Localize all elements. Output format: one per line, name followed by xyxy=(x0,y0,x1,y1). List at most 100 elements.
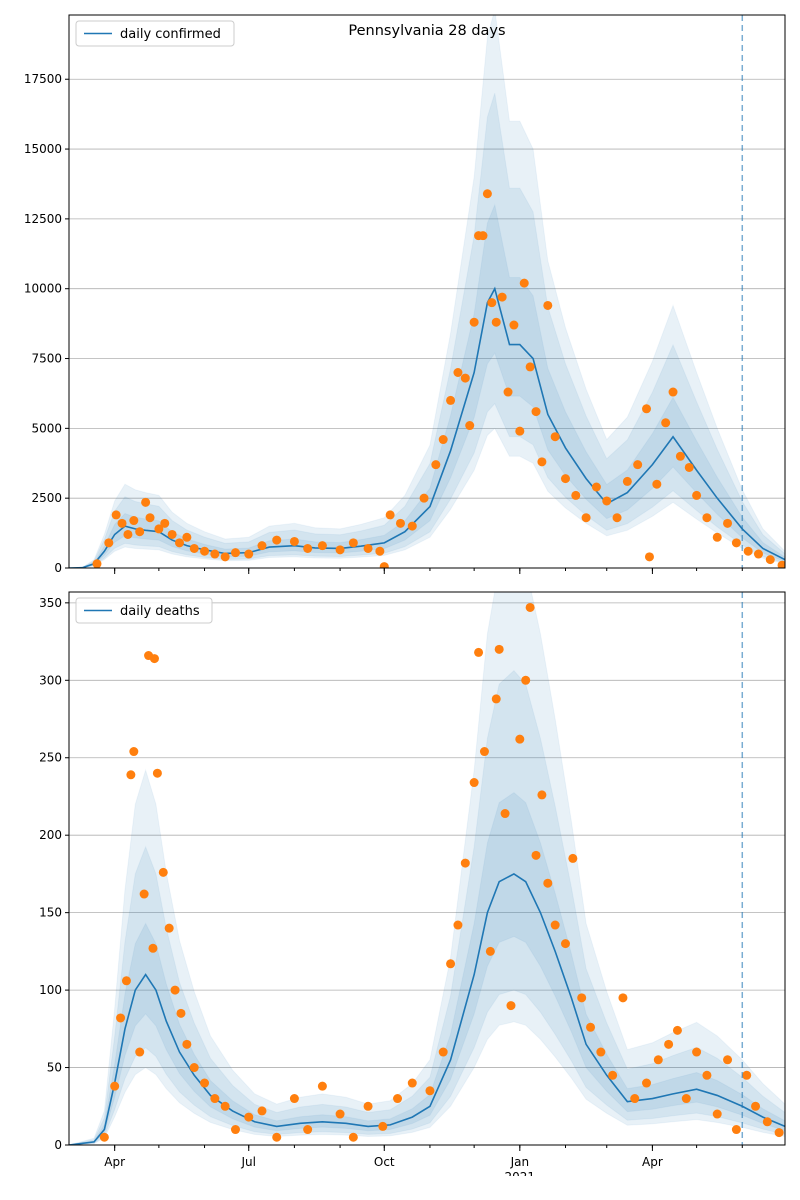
data-point-1-4 xyxy=(126,770,136,780)
data-point-1-57 xyxy=(586,1022,596,1032)
x-tick-label-1-2: Oct xyxy=(374,1155,395,1169)
data-point-0-40 xyxy=(469,317,479,327)
data-point-0-78 xyxy=(765,555,775,565)
data-point-0-52 xyxy=(531,407,541,417)
data-point-1-49 xyxy=(525,602,535,612)
data-point-0-24 xyxy=(317,541,327,551)
data-point-0-59 xyxy=(591,482,601,492)
data-point-0-43 xyxy=(482,189,492,199)
legend-1: daily deaths xyxy=(75,597,213,624)
data-point-1-31 xyxy=(378,1121,388,1131)
y-tick-label-0-6: 15000 xyxy=(24,142,62,156)
data-point-1-13 xyxy=(164,923,174,933)
data-point-1-59 xyxy=(608,1070,618,1080)
data-point-0-10 xyxy=(160,518,170,528)
y-tick-label-1-5: 250 xyxy=(39,751,62,765)
data-point-0-27 xyxy=(363,543,373,553)
data-point-1-42 xyxy=(485,946,495,956)
data-point-1-25 xyxy=(289,1094,299,1104)
y-tick-label-0-7: 17500 xyxy=(24,72,62,86)
data-point-0-48 xyxy=(509,320,519,330)
data-point-1-15 xyxy=(176,1008,186,1018)
y-tick-label-0-5: 12500 xyxy=(24,212,62,226)
data-point-0-73 xyxy=(712,532,722,542)
data-point-0-20 xyxy=(257,541,267,551)
data-point-0-35 xyxy=(438,435,448,445)
data-point-0-38 xyxy=(460,373,470,383)
data-point-0-67 xyxy=(661,418,671,428)
data-point-0-16 xyxy=(210,549,220,559)
data-point-0-25 xyxy=(335,545,345,555)
y-tick-label-0-4: 10000 xyxy=(24,282,62,296)
data-point-0-30 xyxy=(385,510,395,520)
data-point-1-39 xyxy=(469,778,479,788)
data-point-0-69 xyxy=(675,451,685,461)
data-point-1-36 xyxy=(446,959,456,969)
data-point-0-75 xyxy=(731,538,741,548)
data-point-1-24 xyxy=(272,1132,282,1142)
data-point-0-47 xyxy=(503,387,513,397)
data-point-1-63 xyxy=(653,1055,663,1065)
data-point-1-72 xyxy=(742,1070,752,1080)
chart-title-0: Pennsylvania 28 days xyxy=(348,23,505,39)
data-point-0-66 xyxy=(652,479,662,489)
data-point-0-9 xyxy=(154,524,164,534)
data-point-0-4 xyxy=(123,529,133,539)
chart-daily-deaths: 0 50 100 150 200 250 300 350 Apr Jul Oct Jan Apr 2021… xyxy=(39,591,786,1176)
data-point-0-2 xyxy=(111,510,121,520)
data-point-1-47 xyxy=(515,734,525,744)
data-point-1-20 xyxy=(220,1101,230,1111)
y-tick-label-0-1: 2500 xyxy=(31,491,62,505)
data-point-0-63 xyxy=(633,460,643,470)
data-point-1-50 xyxy=(531,850,541,860)
data-point-0-15 xyxy=(200,546,210,556)
data-point-0-70 xyxy=(684,462,694,472)
data-point-1-44 xyxy=(494,644,504,654)
data-point-0-76 xyxy=(743,546,753,556)
y-tick-label-1-6: 300 xyxy=(39,673,62,687)
data-point-1-9 xyxy=(148,943,158,953)
data-point-1-74 xyxy=(762,1117,772,1127)
data-point-1-64 xyxy=(664,1039,674,1049)
data-point-0-54 xyxy=(543,300,553,310)
data-point-0-32 xyxy=(407,521,417,531)
data-point-0-56 xyxy=(560,474,570,484)
data-point-0-22 xyxy=(289,536,299,546)
data-point-0-28 xyxy=(375,546,385,556)
data-point-0-68 xyxy=(668,387,678,397)
data-point-1-0 xyxy=(99,1132,109,1142)
data-point-0-8 xyxy=(145,513,155,523)
data-point-1-65 xyxy=(672,1025,682,1035)
data-point-0-17 xyxy=(220,552,230,562)
data-point-0-5 xyxy=(129,516,139,526)
data-point-1-62 xyxy=(642,1078,652,1088)
data-point-1-55 xyxy=(568,853,578,863)
data-point-1-51 xyxy=(537,790,547,800)
data-point-1-38 xyxy=(460,858,470,868)
plot-frame-1 xyxy=(68,591,786,1146)
data-point-1-70 xyxy=(723,1055,733,1065)
data-point-1-6 xyxy=(135,1047,145,1057)
data-point-0-45 xyxy=(491,317,501,327)
y-tick-label-1-4: 200 xyxy=(39,828,62,842)
data-point-0-71 xyxy=(692,490,702,500)
data-point-0-7 xyxy=(141,497,151,507)
data-point-0-62 xyxy=(622,476,632,486)
data-point-1-73 xyxy=(751,1101,761,1111)
plot-frame-0 xyxy=(68,14,786,569)
data-point-1-21 xyxy=(230,1125,240,1135)
data-point-1-41 xyxy=(479,747,489,757)
data-point-0-42 xyxy=(478,231,488,241)
data-point-0-14 xyxy=(189,543,199,553)
y-tick-label-0-2: 5000 xyxy=(31,421,62,435)
legend-label-0: daily confirmed xyxy=(120,27,221,42)
data-point-0-36 xyxy=(446,395,456,405)
data-point-0-74 xyxy=(723,518,733,528)
data-point-1-56 xyxy=(577,993,587,1003)
data-point-1-40 xyxy=(474,647,484,657)
data-point-0-26 xyxy=(348,538,358,548)
uncertainty-band-0-0 xyxy=(69,15,785,568)
data-point-1-68 xyxy=(702,1070,712,1080)
data-point-1-16 xyxy=(182,1039,192,1049)
